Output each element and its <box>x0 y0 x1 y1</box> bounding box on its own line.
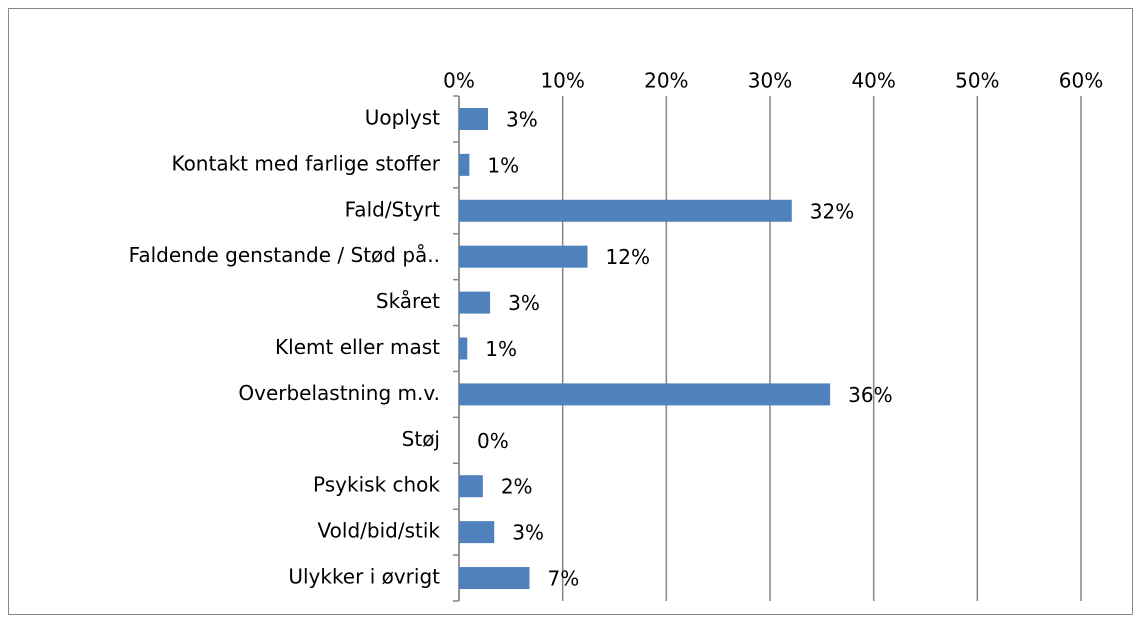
bar <box>459 337 468 360</box>
value-label: 2% <box>501 475 533 499</box>
y-tick-label: Uoplyst <box>365 105 440 129</box>
y-tick-label: Vold/bid/stik <box>318 519 441 543</box>
bar <box>459 383 831 406</box>
value-label: 3% <box>506 107 538 131</box>
x-tick-label: 30% <box>748 69 792 93</box>
x-tick-label: 60% <box>1059 69 1103 93</box>
y-tick-label: Klemt eller mast <box>275 335 440 359</box>
bar <box>459 291 491 314</box>
value-label: 3% <box>512 521 544 545</box>
value-label: 0% <box>477 429 509 453</box>
value-label: 3% <box>508 291 540 315</box>
bar <box>459 521 495 544</box>
chart-frame <box>8 8 1133 615</box>
y-tick-label: Skåret <box>376 289 440 313</box>
bar <box>459 475 483 498</box>
value-label: 32% <box>810 199 854 223</box>
value-label: 1% <box>487 153 519 177</box>
bar <box>459 567 530 590</box>
bar <box>459 245 588 268</box>
bar <box>459 153 470 176</box>
bar <box>459 199 792 222</box>
value-label: 36% <box>848 383 892 407</box>
x-tick-label: 0% <box>443 69 475 93</box>
y-tick-label: Faldende genstande / Stød på.. <box>129 243 440 267</box>
value-label: 1% <box>485 337 517 361</box>
y-tick-label: Psykisk chok <box>313 473 440 497</box>
x-tick-label: 50% <box>955 69 999 93</box>
y-tick-label: Støj <box>402 427 440 451</box>
x-tick-label: 20% <box>644 69 688 93</box>
x-tick-label: 40% <box>851 69 895 93</box>
y-tick-label: Kontakt med farlige stoffer <box>171 151 440 175</box>
x-tick-label: 10% <box>540 69 584 93</box>
y-tick-label: Overbelastning m.v. <box>238 381 440 405</box>
y-tick-label: Ulykker i øvrigt <box>288 565 440 589</box>
value-label: 7% <box>547 567 579 591</box>
value-label: 12% <box>606 245 650 269</box>
bar <box>459 107 489 130</box>
y-tick-label: Fald/Styrt <box>345 197 441 221</box>
